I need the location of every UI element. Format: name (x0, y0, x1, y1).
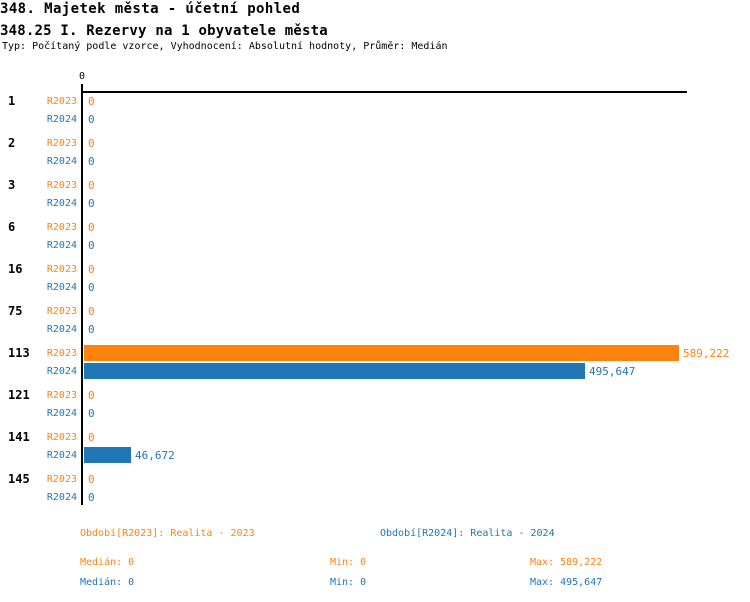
legend-min-r2024: Min: 0 (330, 577, 367, 588)
value-label-R2023-113: 589,222 (683, 347, 730, 360)
series-label-R2024-121: R2024 (46, 408, 77, 419)
category-label-113: 113 (8, 346, 30, 360)
series-label-R2023-16: R2023 (46, 264, 77, 275)
series-label-R2023-75: R2023 (46, 306, 77, 317)
category-label-121: 121 (8, 388, 30, 402)
value-label-R2024-16: 0 (88, 281, 95, 294)
series-label-R2024-145: R2024 (46, 492, 77, 503)
category-label-145: 145 (8, 472, 30, 486)
series-label-R2024-3: R2024 (46, 198, 77, 209)
category-label-6: 6 (8, 220, 16, 234)
series-label-R2024-141: R2024 (46, 450, 77, 461)
value-label-R2023-1: 0 (88, 95, 95, 108)
chart-meta-line: Typ: Počítaný podle vzorce, Vyhodnocení:… (2, 41, 448, 52)
series-label-R2024-6: R2024 (46, 240, 77, 251)
value-label-R2024-1: 0 (88, 113, 95, 126)
y-axis-line (81, 84, 83, 505)
legend-max-r2024: Max: 495,647 (530, 577, 603, 588)
value-label-R2024-121: 0 (88, 407, 95, 420)
series-label-R2023-3: R2023 (46, 180, 77, 191)
value-label-R2024-141: 46,672 (135, 449, 175, 462)
series-label-R2024-2: R2024 (46, 156, 77, 167)
category-label-75: 75 (8, 304, 23, 318)
value-label-R2023-3: 0 (88, 179, 95, 192)
value-label-R2023-6: 0 (88, 221, 95, 234)
bar-R2023-113 (84, 345, 679, 361)
value-label-R2024-75: 0 (88, 323, 95, 336)
series-label-R2024-1: R2024 (46, 114, 77, 125)
series-label-R2023-141: R2023 (46, 432, 77, 443)
legend-median-r2023: Medián: 0 (80, 557, 135, 568)
series-label-R2024-16: R2024 (46, 282, 77, 293)
legend-min-r2023: Min: 0 (330, 557, 367, 568)
series-label-R2023-145: R2023 (46, 474, 77, 485)
page-title: 348. Majetek města - účetní pohled (0, 1, 301, 17)
series-label-R2023-6: R2023 (46, 222, 77, 233)
x-axis-zero-tick-label: 0 (78, 71, 86, 82)
legend-max-r2023: Max: 589,222 (530, 557, 603, 568)
series-label-R2023-113: R2023 (46, 348, 77, 359)
legend-median-r2024: Medián: 0 (80, 577, 135, 588)
x-axis-line (81, 91, 687, 93)
series-label-R2024-75: R2024 (46, 324, 77, 335)
legend-period-r2023: Období[R2023]: Realita - 2023 (80, 528, 255, 539)
category-label-2: 2 (8, 136, 16, 150)
value-label-R2024-145: 0 (88, 491, 95, 504)
category-label-1: 1 (8, 94, 16, 108)
bar-R2024-113 (84, 363, 585, 379)
series-label-R2024-113: R2024 (46, 366, 77, 377)
value-label-R2024-113: 495,647 (589, 365, 636, 378)
value-label-R2023-145: 0 (88, 473, 95, 486)
value-label-R2024-2: 0 (88, 155, 95, 168)
page-subtitle: 348.25 I. Rezervy na 1 obyvatele města (0, 23, 328, 39)
legend-period-r2024: Období[R2024]: Realita - 2024 (380, 528, 555, 539)
series-label-R2023-121: R2023 (46, 390, 77, 401)
value-label-R2023-16: 0 (88, 263, 95, 276)
series-label-R2023-2: R2023 (46, 138, 77, 149)
value-label-R2024-3: 0 (88, 197, 95, 210)
series-label-R2023-1: R2023 (46, 96, 77, 107)
value-label-R2023-141: 0 (88, 431, 95, 444)
value-label-R2023-75: 0 (88, 305, 95, 318)
value-label-R2024-6: 0 (88, 239, 95, 252)
value-label-R2023-121: 0 (88, 389, 95, 402)
bar-R2024-141 (84, 447, 131, 463)
category-label-3: 3 (8, 178, 16, 192)
category-label-16: 16 (8, 262, 23, 276)
value-label-R2023-2: 0 (88, 137, 95, 150)
category-label-141: 141 (8, 430, 30, 444)
